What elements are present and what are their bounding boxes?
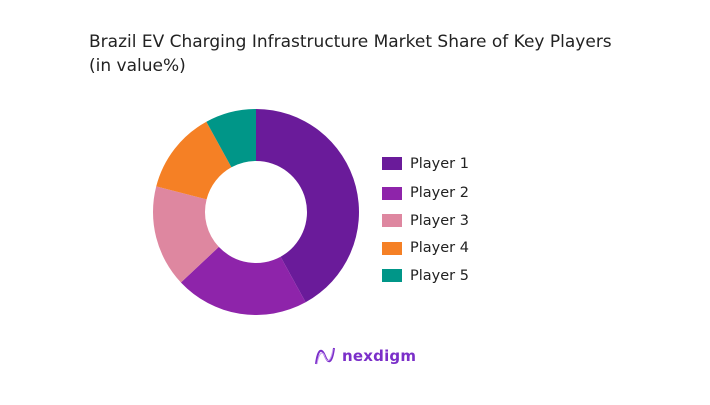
nexdigm-logo: nexdigm [314,346,416,366]
title-line: Brazil EV Charging Infrastructure Market… [89,32,612,52]
legend-label: Player 1 [410,155,469,172]
legend: Player 1 Player 2 Player 3 Player 4 Player 5 [382,150,469,290]
legend-item: Player 3 [382,207,469,235]
legend-label: Player 3 [410,212,469,229]
chart-title: Brazil EV Charging Infrastructure Market… [89,30,612,78]
legend-swatch [382,241,402,255]
legend-swatch [382,269,402,283]
legend-swatch [382,186,402,200]
slice-player-2 [180,246,306,315]
legend-swatch [382,157,402,171]
subtitle-line: (in value%) [89,56,186,76]
slice-player-4 [156,121,232,200]
slice-player-3 [152,186,219,283]
legend-label: Player 2 [410,185,469,202]
logo-text: nexdigm [342,347,417,365]
slice-player-5 [206,109,256,168]
legend-swatch [382,214,402,228]
legend-item: Player 2 [382,180,469,208]
legend-item: Player 5 [382,262,469,290]
legend-item: Player 4 [382,235,469,263]
legend-item: Player 1 [382,150,469,178]
nexdigm-logo-icon [315,347,335,365]
legend-label: Player 4 [410,240,469,257]
legend-label: Player 5 [410,267,469,284]
slice-player-1 [256,109,359,303]
